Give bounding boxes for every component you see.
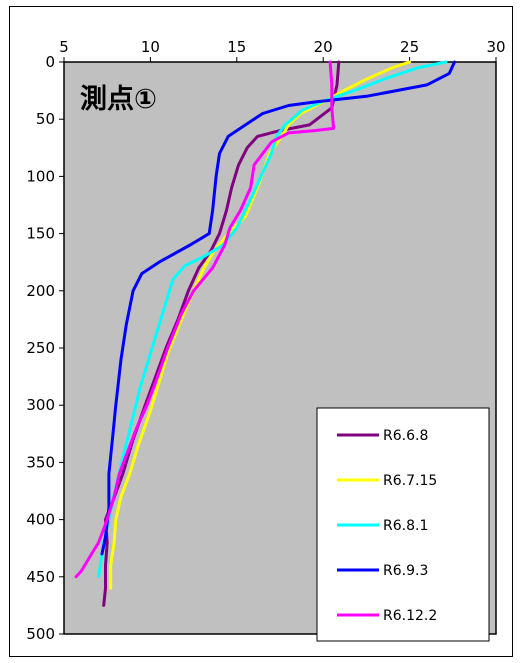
x-tick-label: 20 — [314, 38, 333, 56]
y-tick-label: 200 — [26, 282, 55, 300]
series-line — [74, 60, 336, 579]
legend: R6.6.8 R6.7.15 R6.8.1 R6.9.3 R6.12.2 — [316, 407, 490, 642]
legend-label: R6.7.15 — [383, 473, 437, 489]
x-tick-label: 10 — [141, 38, 160, 56]
x-tick-label: 25 — [400, 38, 419, 56]
x-tick-label: 15 — [227, 38, 246, 56]
depth-profile-chart: 5 10 15 20 25 3005010015020025030035040045050… — [26, 38, 505, 643]
y-tick-label: 500 — [26, 625, 55, 643]
legend-label: R6.9.3 — [383, 563, 428, 579]
y-tick-label: 0 — [45, 53, 55, 71]
x-tick-label: 5 — [59, 38, 69, 56]
y-tick-label: 50 — [36, 110, 55, 128]
y-tick-label: 400 — [26, 511, 55, 529]
legend-label: R6.12.2 — [383, 608, 437, 624]
y-tick-label: 450 — [26, 568, 55, 586]
series-line — [100, 60, 456, 556]
chart-frame: 5 10 15 20 25 30 0 50 100 150 200 250 300 350 400 450 50… — [9, 6, 513, 657]
legend-label: R6.6.8 — [383, 428, 428, 444]
y-tick-label: 250 — [26, 339, 55, 357]
panel-label: 測点① — [80, 84, 157, 115]
legend-label: R6.8.1 — [383, 518, 428, 534]
x-tick-label: 30 — [486, 38, 505, 56]
y-tick-label: 350 — [26, 453, 55, 471]
y-tick-label: 150 — [26, 225, 55, 243]
y-tick-label: 300 — [26, 396, 55, 414]
y-tick-label: 100 — [26, 167, 55, 185]
